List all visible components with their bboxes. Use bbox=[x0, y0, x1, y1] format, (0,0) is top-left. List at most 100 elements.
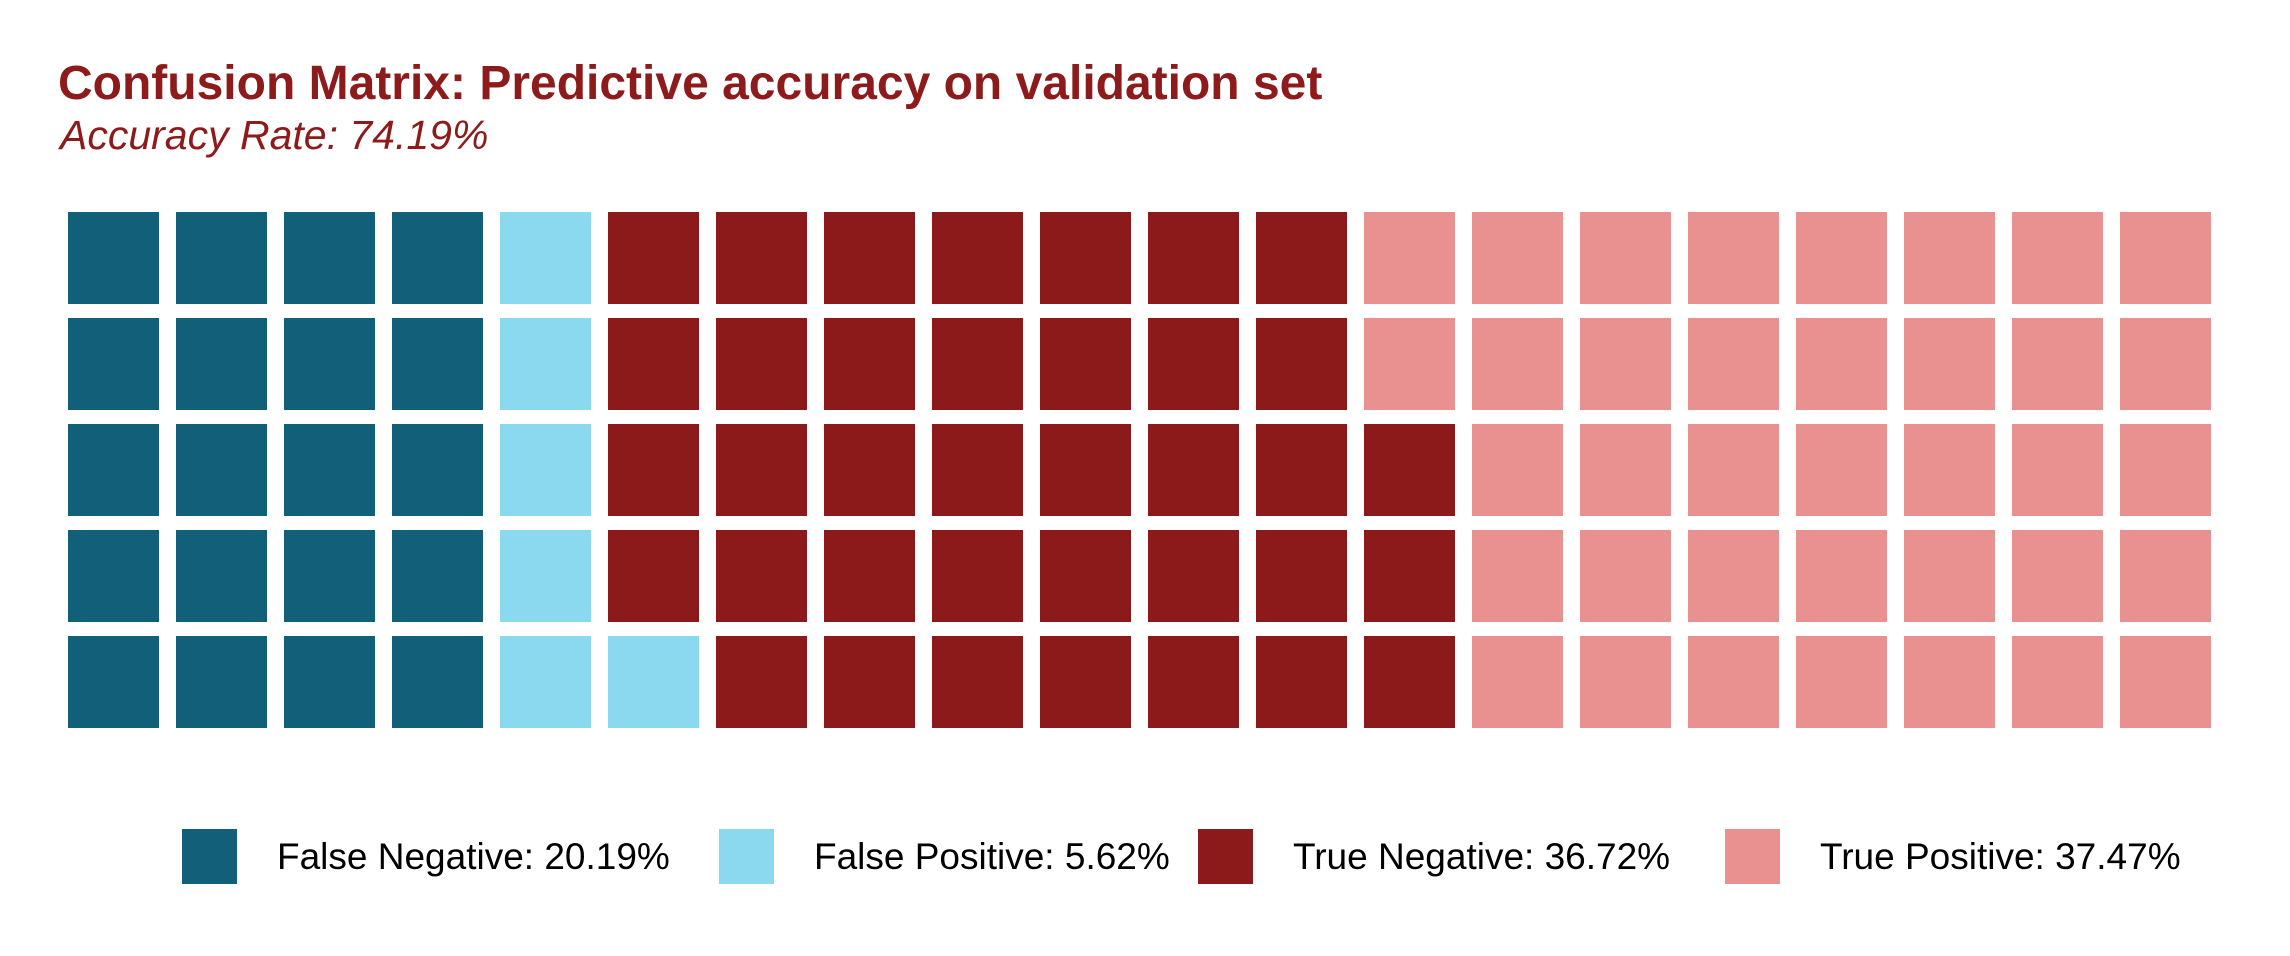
waffle-cell-fn bbox=[176, 424, 267, 516]
waffle-cell-tn bbox=[1364, 636, 1455, 728]
waffle-cell-tn bbox=[824, 212, 915, 304]
waffle-cell-tn bbox=[1256, 424, 1347, 516]
waffle-cell-tn bbox=[1040, 530, 1131, 622]
waffle-cell-fn bbox=[176, 636, 267, 728]
waffle-cell-tp bbox=[1472, 636, 1563, 728]
waffle-cell-tn bbox=[1148, 424, 1239, 516]
waffle-cell-fn bbox=[392, 530, 483, 622]
waffle-cell-tn bbox=[1040, 424, 1131, 516]
waffle-cell-tn bbox=[824, 636, 915, 728]
legend-item-fp: False Positive: 5.62% bbox=[719, 829, 1170, 884]
waffle-cell-tn bbox=[1364, 424, 1455, 516]
waffle-cell-tp bbox=[1364, 212, 1455, 304]
legend-label-fp: False Positive: 5.62% bbox=[814, 835, 1170, 877]
waffle-cell-tp bbox=[1580, 530, 1671, 622]
legend-swatch-fn bbox=[182, 829, 237, 884]
waffle-cell-tn bbox=[716, 318, 807, 410]
waffle-cell-tn bbox=[1148, 318, 1239, 410]
legend: False Negative: 20.19% False Positive: 5.… bbox=[0, 829, 2290, 885]
legend-label-tn: True Negative: 36.72% bbox=[1293, 835, 1671, 877]
legend-label-tp: True Positive: 37.47% bbox=[1820, 835, 2181, 877]
waffle-cell-fn bbox=[68, 318, 159, 410]
waffle-cell-fp bbox=[608, 636, 699, 728]
waffle-cell-tn bbox=[716, 530, 807, 622]
legend-swatch-tn bbox=[1198, 829, 1253, 884]
waffle-cell-tn bbox=[1256, 318, 1347, 410]
waffle-cell-tp bbox=[1904, 318, 1995, 410]
waffle-cell-tp bbox=[1472, 530, 1563, 622]
waffle-cell-tp bbox=[1472, 318, 1563, 410]
waffle-cell-fn bbox=[176, 212, 267, 304]
waffle-cell-tn bbox=[932, 424, 1023, 516]
waffle-cell-tp bbox=[1580, 318, 1671, 410]
legend-swatch-fp bbox=[719, 829, 774, 884]
waffle-cell-tp bbox=[2012, 530, 2103, 622]
waffle-cell-tn bbox=[1364, 530, 1455, 622]
waffle-cell-tn bbox=[932, 212, 1023, 304]
waffle-cell-tn bbox=[932, 636, 1023, 728]
waffle-cell-tp bbox=[1796, 636, 1887, 728]
waffle-cell-tp bbox=[1904, 636, 1995, 728]
waffle-cell-tn bbox=[824, 424, 915, 516]
legend-item-fn: False Negative: 20.19% bbox=[182, 829, 670, 884]
waffle-cell-tn bbox=[824, 530, 915, 622]
waffle-cell-tp bbox=[1688, 530, 1779, 622]
waffle-cell-tn bbox=[932, 530, 1023, 622]
waffle-cell-tn bbox=[1148, 212, 1239, 304]
waffle-cell-tn bbox=[1040, 318, 1131, 410]
waffle-cell-tn bbox=[1040, 212, 1131, 304]
waffle-cell-fn bbox=[68, 424, 159, 516]
waffle-cell-tn bbox=[1148, 530, 1239, 622]
chart-title: Confusion Matrix: Predictive accuracy on… bbox=[58, 57, 1323, 110]
waffle-cell-tp bbox=[2120, 530, 2211, 622]
waffle-cell-fn bbox=[68, 636, 159, 728]
waffle-cell-fn bbox=[176, 530, 267, 622]
waffle-cell-tp bbox=[1904, 212, 1995, 304]
legend-swatch-tp bbox=[1725, 829, 1780, 884]
waffle-cell-tp bbox=[1472, 424, 1563, 516]
waffle-cell-tp bbox=[1904, 424, 1995, 516]
waffle-cell-tp bbox=[1796, 530, 1887, 622]
waffle-cell-fp bbox=[500, 212, 591, 304]
waffle-cell-tn bbox=[1256, 212, 1347, 304]
waffle-cell-tn bbox=[824, 318, 915, 410]
waffle-cell-fn bbox=[68, 530, 159, 622]
waffle-cell-tp bbox=[2120, 318, 2211, 410]
waffle-cell-tp bbox=[1472, 212, 1563, 304]
waffle-cell-tn bbox=[716, 636, 807, 728]
waffle-cell-fn bbox=[392, 318, 483, 410]
waffle-cell-tn bbox=[608, 318, 699, 410]
waffle-cell-tn bbox=[608, 212, 699, 304]
waffle-cell-fp bbox=[500, 424, 591, 516]
waffle-cell-fn bbox=[284, 530, 375, 622]
waffle-cell-fn bbox=[176, 318, 267, 410]
waffle-cell-tp bbox=[1688, 318, 1779, 410]
waffle-cell-fn bbox=[284, 318, 375, 410]
waffle-cell-tp bbox=[2012, 318, 2103, 410]
waffle-cell-tp bbox=[2012, 212, 2103, 304]
waffle-cell-tp bbox=[1688, 212, 1779, 304]
waffle-cell-tn bbox=[932, 318, 1023, 410]
waffle-cell-tp bbox=[1364, 318, 1455, 410]
waffle-cell-tn bbox=[1040, 636, 1131, 728]
waffle-cell-tp bbox=[2012, 424, 2103, 516]
waffle-cell-tp bbox=[1796, 424, 1887, 516]
legend-item-tn: True Negative: 36.72% bbox=[1198, 829, 1670, 884]
waffle-cell-tp bbox=[1796, 212, 1887, 304]
waffle-cell-tp bbox=[1688, 636, 1779, 728]
waffle-cell-tp bbox=[2120, 212, 2211, 304]
waffle-cell-tp bbox=[2120, 424, 2211, 516]
waffle-cell-fn bbox=[284, 424, 375, 516]
waffle-cell-tn bbox=[1148, 636, 1239, 728]
waffle-cell-fn bbox=[284, 636, 375, 728]
waffle-cell-tn bbox=[608, 424, 699, 516]
waffle-cell-tp bbox=[1580, 424, 1671, 516]
waffle-cell-tn bbox=[1256, 636, 1347, 728]
waffle-cell-tp bbox=[1688, 424, 1779, 516]
waffle-cell-tp bbox=[1796, 318, 1887, 410]
waffle-grid bbox=[68, 212, 2211, 728]
waffle-cell-fn bbox=[68, 212, 159, 304]
waffle-cell-fn bbox=[392, 424, 483, 516]
legend-item-tp: True Positive: 37.47% bbox=[1725, 829, 2181, 884]
